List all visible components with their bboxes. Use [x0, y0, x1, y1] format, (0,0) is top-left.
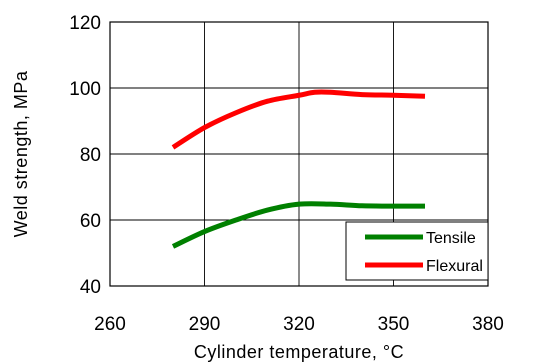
- legend-box: [345, 221, 489, 281]
- y-tick-label-40: 40: [80, 277, 101, 298]
- y-tick-label-80: 80: [80, 145, 101, 166]
- y-tick-label-100: 100: [69, 79, 101, 100]
- y-tick-label-60: 60: [80, 211, 101, 232]
- plot-area-frame: [109, 21, 489, 287]
- grid-lines: [110, 22, 488, 286]
- y-axis-title: Weld strength, MPa: [11, 70, 31, 237]
- y-tick-label-120: 120: [69, 13, 101, 34]
- series-line-flexural: [171, 89, 426, 150]
- y-tick-labels: 40 60 80 100 120: [69, 13, 101, 298]
- x-tick-label-290: 290: [189, 314, 221, 335]
- x-tick-label-350: 350: [378, 314, 410, 335]
- x-axis-title: Cylinder temperature, °C: [194, 342, 404, 362]
- x-tick-label-260: 260: [94, 314, 126, 335]
- series-lines: [171, 89, 426, 249]
- x-tick-label-320: 320: [283, 314, 315, 335]
- legend-label-tensile: Tensile: [426, 230, 476, 247]
- legend-label-flexural: Flexural: [426, 258, 483, 275]
- legend: Tensile Flexural: [345, 221, 489, 281]
- series-line-tensile: [171, 201, 426, 249]
- x-tick-label-380: 380: [472, 314, 504, 335]
- x-tick-labels: 260 290 320 350 380: [94, 314, 504, 335]
